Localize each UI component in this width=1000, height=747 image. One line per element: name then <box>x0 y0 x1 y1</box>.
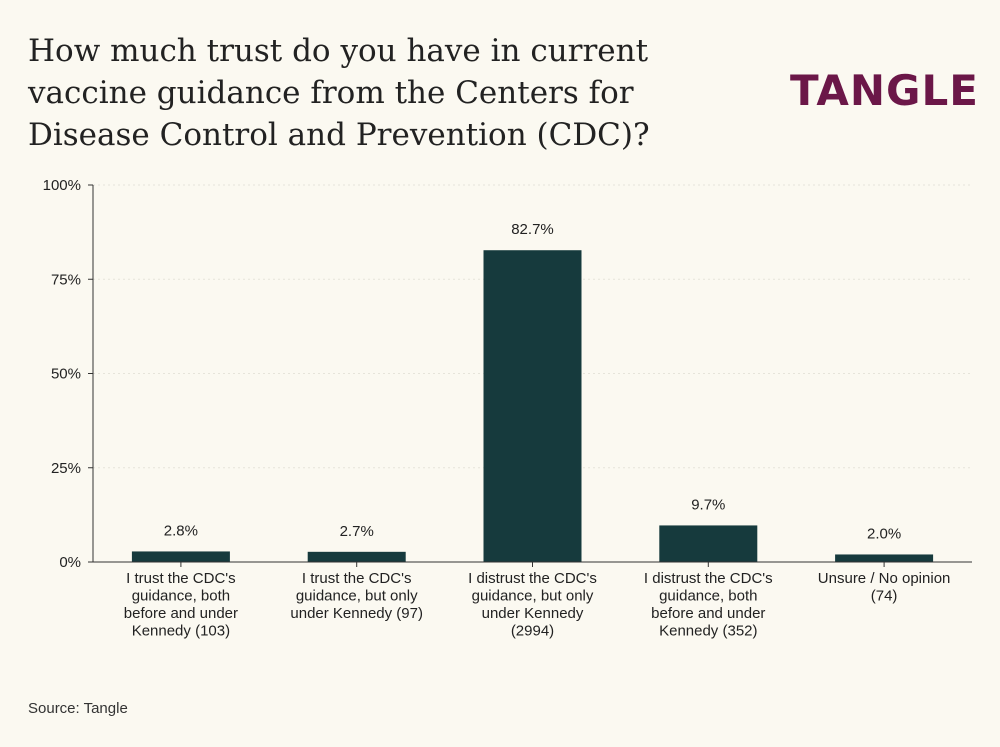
x-tick-label: Unsure / No opinion (74) <box>818 570 951 605</box>
y-tick-label: 100% <box>43 177 81 194</box>
data-label: 2.0% <box>867 525 901 542</box>
y-tick-label: 75% <box>51 271 81 288</box>
tangle-logo: TANGLE <box>790 66 979 116</box>
x-tick-label: I distrust the CDC's guidance, but only un… <box>468 570 597 640</box>
bar <box>307 551 406 562</box>
logo-wordmark: TANGLE <box>790 66 979 115</box>
data-label: 2.7% <box>340 523 374 540</box>
bar <box>659 525 758 562</box>
bar <box>835 554 934 562</box>
bar-chart: 0% 25% 50% 75% 100% 2.8% I trust the CDC's guid… <box>43 177 972 640</box>
x-tick-label: I distrust the CDC's guidance, both before… <box>644 570 773 640</box>
bar <box>483 250 582 562</box>
data-label: 82.7% <box>511 221 554 238</box>
y-tick-label: 25% <box>51 460 81 477</box>
bar <box>131 551 230 562</box>
chart-title: How much trust do you have in current va… <box>28 33 650 153</box>
y-tick-label: 0% <box>59 554 81 571</box>
data-label: 2.8% <box>164 522 198 539</box>
data-label: 9.7% <box>691 496 725 513</box>
source-note: Source: Tangle <box>28 700 128 717</box>
x-tick-label: I trust the CDC's guidance, both before an… <box>124 570 238 640</box>
y-tick-label: 50% <box>51 366 81 383</box>
x-tick-label: I trust the CDC's guidance, but only under… <box>290 570 423 622</box>
